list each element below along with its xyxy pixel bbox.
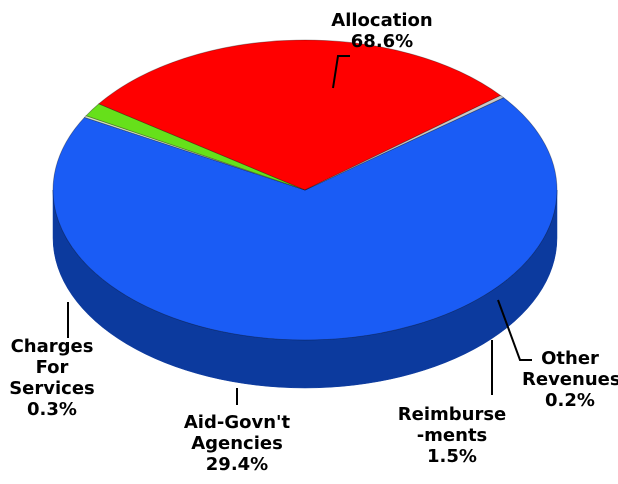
pie-side-allocation (52, 189, 558, 389)
label-reimbursements: Reimburse -ments 1.5% (392, 404, 512, 467)
label-charges-line1: Charges (10, 336, 94, 357)
pie-slice-allocation (52, 97, 558, 341)
pie-slice-reimburse-ments (85, 103, 306, 191)
label-aid-govnt-pct: 29.4% (205, 454, 269, 475)
label-aid-govnt-line1: Aid-Govn't (183, 412, 291, 433)
label-other-revenues-line2: Revenues (522, 369, 618, 390)
label-reimbursements-pct: 1.5% (427, 446, 477, 467)
label-reimbursements-line2: -ments (416, 425, 488, 446)
label-allocation-name: Allocation (331, 10, 433, 31)
pie-slice-charges-for-services (304, 94, 505, 191)
label-charges-line3: Services (9, 378, 95, 399)
leader-lines (67, 55, 532, 405)
pie-slice-aid-govn-t-agencies (98, 39, 502, 191)
label-charges: Charges For Services 0.3% (2, 336, 102, 420)
label-charges-pct: 0.3% (27, 399, 77, 420)
pie-tops (52, 39, 558, 341)
label-allocation-pct: 68.6% (350, 31, 414, 52)
label-allocation: Allocation 68.6% (322, 10, 442, 52)
label-other-revenues-line1: Other (541, 348, 599, 369)
pie-sides (52, 189, 558, 389)
label-aid-govnt: Aid-Govn't Agencies 29.4% (170, 412, 304, 475)
leader-line-allocation (332, 55, 350, 89)
label-reimbursements-line1: Reimburse (397, 404, 507, 425)
label-other-revenues-pct: 0.2% (545, 390, 595, 411)
label-other-revenues: Other Revenues 0.2% (522, 348, 618, 411)
leader-line-other-revenues (497, 299, 532, 361)
pie-slice-other-revenues (83, 115, 306, 191)
label-charges-line2: For (35, 357, 69, 378)
label-aid-govnt-line2: Agencies (191, 433, 283, 454)
